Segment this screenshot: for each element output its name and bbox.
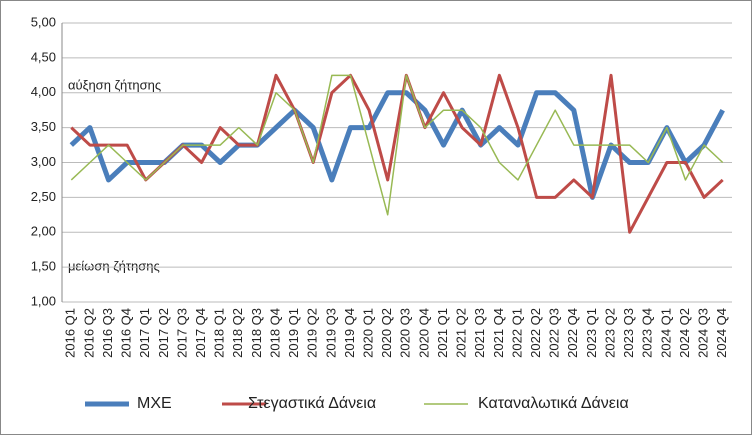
y-tick-label: 1,50 [31, 259, 56, 274]
x-tick-label: 2024 Q1 [658, 308, 673, 358]
x-tick-label: 2020 Q3 [398, 308, 413, 358]
annotation: μείωση ζήτησης [68, 258, 160, 273]
x-tick-label: 2021 Q4 [491, 308, 506, 358]
x-tick-label: 2021 Q1 [435, 308, 450, 358]
x-tick-label: 2020 Q1 [361, 308, 376, 358]
y-tick-label: 2,00 [31, 224, 56, 239]
x-tick-label: 2018 Q1 [212, 308, 227, 358]
legend-label: Στεγαστικά Δάνεια [248, 395, 376, 412]
x-tick-label: 2022 Q2 [528, 308, 543, 358]
x-tick-label: 2023 Q2 [602, 308, 617, 358]
series-line [70, 74, 724, 216]
legend-label: ΜΧΕ [137, 395, 172, 412]
x-tick-label: 2019 Q3 [323, 308, 338, 358]
y-tick-label: 3,50 [31, 119, 56, 134]
y-tick-label: 2,50 [31, 189, 56, 204]
x-tick-label: 2021 Q3 [472, 308, 487, 358]
x-tick-label: 2020 Q2 [379, 308, 394, 358]
x-tick-label: 2023 Q3 [621, 308, 636, 358]
x-tick-label: 2022 Q1 [509, 308, 524, 358]
x-tick-label: 2019 Q4 [342, 308, 357, 358]
x-tick-label: 2017 Q1 [137, 308, 152, 358]
x-tick-label: 2022 Q4 [565, 308, 580, 358]
y-tick-label: 3,00 [31, 154, 56, 169]
x-tick-label: 2018 Q3 [249, 308, 264, 358]
x-tick-label: 2023 Q4 [640, 308, 655, 358]
annotation: αύξηση ζήτησης [68, 77, 161, 92]
x-tick-label: 2024 Q4 [714, 308, 729, 358]
x-tick-label: 2019 Q1 [286, 308, 301, 358]
x-tick-label: 2024 Q2 [677, 308, 692, 358]
x-tick-label: 2016 Q1 [63, 308, 78, 358]
x-tick-label: 2023 Q1 [584, 308, 599, 358]
x-tick-label: 2024 Q3 [696, 308, 711, 358]
x-tick-label: 2018 Q4 [267, 308, 282, 358]
x-tick-label: 2016 Q3 [100, 308, 115, 358]
x-tick-label: 2016 Q2 [81, 308, 96, 358]
y-tick-label: 5,00 [31, 14, 56, 29]
x-tick-label: 2017 Q3 [174, 308, 189, 358]
y-tick-label: 4,50 [31, 49, 56, 64]
legend: ΜΧΕ Στεγαστικά Δάνεια Καταναλωτικά Δάνεια [85, 395, 629, 412]
x-tick-label: 2017 Q2 [156, 308, 171, 358]
y-tick-label: 1,00 [31, 293, 56, 308]
y-tick-label: 4,00 [31, 84, 56, 99]
x-tick-label: 2018 Q2 [230, 308, 245, 358]
x-tick-label: 2022 Q3 [547, 308, 562, 358]
x-tick-label: 2021 Q2 [454, 308, 469, 358]
x-tick-label: 2020 Q4 [416, 308, 431, 358]
x-tick-label: 2016 Q4 [119, 308, 134, 358]
legend-label: Καταναλωτικά Δάνεια [478, 395, 629, 412]
x-tick-label: 2019 Q2 [305, 308, 320, 358]
x-tick-label: 2017 Q4 [193, 308, 208, 358]
